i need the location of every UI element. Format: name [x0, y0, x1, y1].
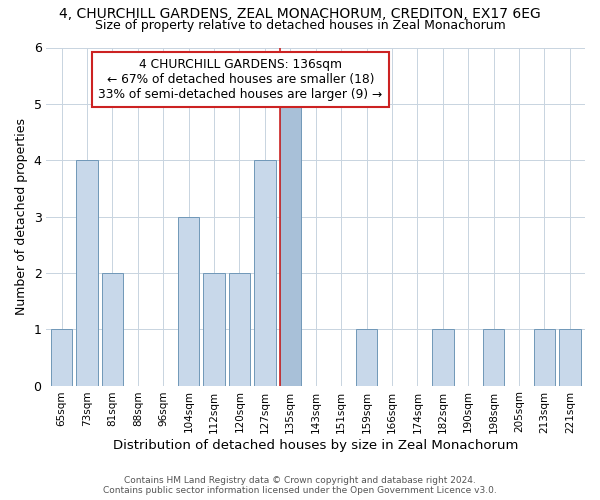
Bar — [356, 329, 377, 386]
Text: 4, CHURCHILL GARDENS, ZEAL MONACHORUM, CREDITON, EX17 6EG: 4, CHURCHILL GARDENS, ZEAL MONACHORUM, C… — [59, 8, 541, 22]
Bar — [280, 104, 301, 386]
Bar — [254, 160, 275, 386]
Bar — [101, 273, 123, 386]
Bar — [533, 329, 555, 386]
X-axis label: Distribution of detached houses by size in Zeal Monachorum: Distribution of detached houses by size … — [113, 440, 518, 452]
Bar — [432, 329, 454, 386]
Bar — [559, 329, 581, 386]
Bar — [178, 216, 199, 386]
Bar — [483, 329, 505, 386]
Bar — [203, 273, 225, 386]
Bar — [51, 329, 73, 386]
Bar — [76, 160, 98, 386]
Text: 4 CHURCHILL GARDENS: 136sqm
← 67% of detached houses are smaller (18)
33% of sem: 4 CHURCHILL GARDENS: 136sqm ← 67% of det… — [98, 58, 382, 100]
Y-axis label: Number of detached properties: Number of detached properties — [15, 118, 28, 315]
Bar — [229, 273, 250, 386]
Text: Size of property relative to detached houses in Zeal Monachorum: Size of property relative to detached ho… — [95, 18, 505, 32]
Text: Contains HM Land Registry data © Crown copyright and database right 2024.
Contai: Contains HM Land Registry data © Crown c… — [103, 476, 497, 495]
